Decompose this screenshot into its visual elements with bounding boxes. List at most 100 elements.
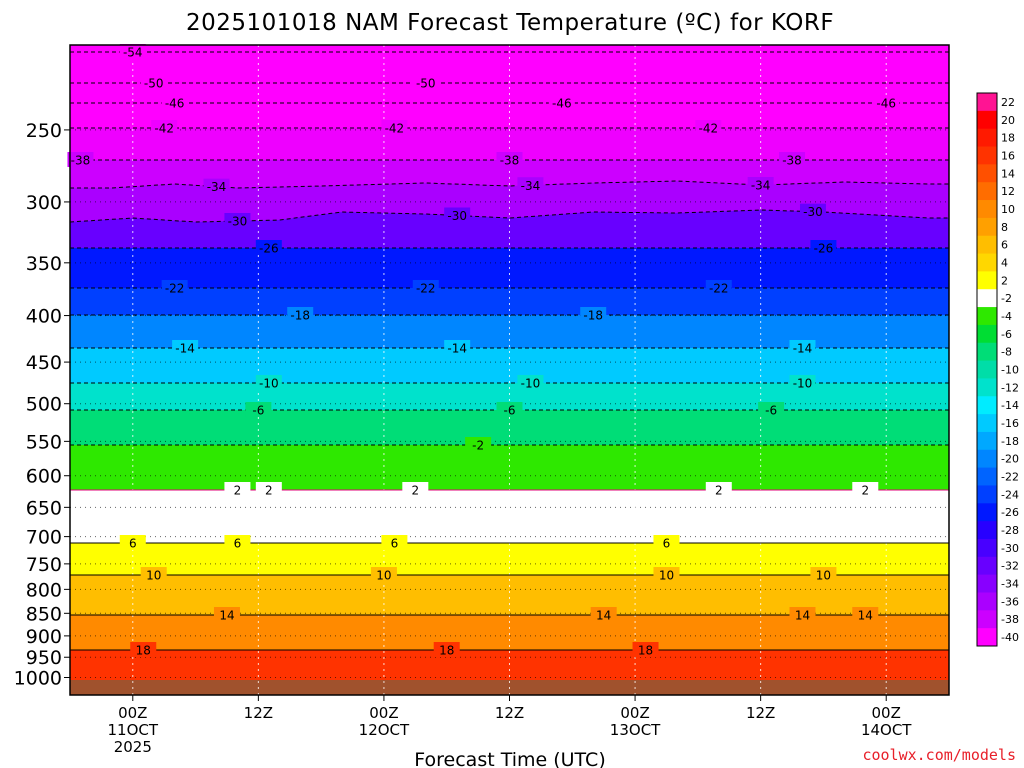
colorbar-label: 6 [1001, 239, 1008, 252]
contour-label: -30 [224, 213, 251, 229]
contour-label-text: 6 [663, 537, 671, 551]
contour-label-text: -6 [504, 404, 516, 418]
colorbar-label: 22 [1001, 96, 1015, 109]
contour-label-text: 18 [638, 644, 653, 658]
colorbar-swatch [977, 485, 997, 504]
y-tick-label: 250 [26, 120, 62, 142]
contour-label: -22 [161, 280, 188, 296]
colorbar-swatch [977, 414, 997, 433]
x-tick-label: 13OCT [610, 721, 661, 739]
x-tick-label: 12OCT [359, 721, 410, 739]
x-tick-label: 00Z [118, 704, 147, 722]
colorbar-swatch [977, 610, 997, 629]
x-tick-label: 11OCT [108, 721, 159, 739]
contour-label: -46 [873, 95, 900, 111]
plot-area: -54-50-46-50-46-42-46-42-38-42-38-38-34-… [67, 44, 950, 696]
contour-label-text: -54 [123, 46, 143, 60]
y-tick-label: 950 [26, 647, 62, 669]
contour-label-text: -34 [521, 179, 541, 193]
colorbar-label: -36 [1001, 595, 1019, 608]
colorbar-swatch [977, 307, 997, 326]
colorbar-swatch [977, 128, 997, 148]
y-tick-label: 350 [26, 253, 62, 275]
contour-label-text: -50 [144, 77, 164, 91]
y-tick-label: 600 [26, 466, 62, 488]
contour-label-text: 14 [219, 609, 234, 623]
contour-label: -18 [287, 307, 314, 323]
contour-label-text: -18 [583, 309, 603, 323]
colorbar-swatch [977, 467, 997, 486]
contour-label: -42 [151, 120, 178, 136]
contour-label: -10 [255, 375, 282, 391]
contour-label-text: -2 [472, 439, 484, 453]
colorbar-label: -40 [1001, 631, 1019, 644]
colorbar-label: -28 [1001, 524, 1019, 537]
colorbar-swatch [977, 503, 997, 522]
contour-label-text: -38 [500, 154, 520, 168]
contour-label-text: 18 [136, 644, 151, 658]
contour-label: -38 [779, 152, 806, 168]
contour-label: -30 [799, 203, 826, 219]
colorbar-frame [976, 92, 998, 647]
colorbar-label: -6 [1001, 328, 1012, 341]
contour-label: -14 [444, 340, 471, 356]
contour-label-text: -14 [175, 342, 195, 356]
y-tick-label: 800 [26, 579, 62, 601]
x-tick-label: 2025 [114, 738, 152, 756]
contour-label-text: 10 [146, 569, 161, 583]
y-tick-label: 450 [26, 352, 62, 374]
y-tick-label: 900 [26, 626, 62, 648]
contour-label: 6 [224, 535, 251, 551]
colorbar-label: 14 [1001, 167, 1015, 180]
colorbar-label: -16 [1001, 417, 1019, 430]
colorbar-swatch [977, 449, 997, 469]
x-tick-label: 00Z [369, 704, 398, 722]
contour-label: 2 [224, 482, 251, 498]
contour-label-text: 2 [234, 484, 242, 498]
y-tick-label: 650 [26, 497, 62, 519]
colorbar-swatch [977, 378, 997, 397]
contour-label-text: -18 [290, 309, 310, 323]
contour-label: 6 [119, 535, 146, 551]
colorbar-label: 10 [1001, 203, 1015, 216]
colorbar-label: -38 [1001, 613, 1019, 626]
contour-label-text: -10 [793, 377, 813, 391]
contour-labels: -54-50-46-50-46-42-46-42-38-42-38-38-34-… [67, 44, 900, 658]
contour-label: -30 [444, 207, 471, 223]
colorbar-label: -2 [1001, 292, 1012, 305]
contour-label: -10 [517, 375, 544, 391]
contour-label-text: 14 [858, 609, 873, 623]
contour-label-text: -46 [876, 97, 896, 111]
contour-label-text: -38 [71, 154, 91, 168]
colorbar-label: -18 [1001, 435, 1019, 448]
contour-label-text: -14 [793, 342, 813, 356]
contour-label: -14 [172, 340, 199, 356]
contour-label-text: 6 [391, 537, 399, 551]
colorbar-swatch [977, 146, 997, 165]
colorbar-label: 8 [1001, 221, 1008, 234]
colorbar-swatch [977, 574, 997, 593]
contour-label-text: 10 [816, 569, 831, 583]
contour-label: -46 [548, 95, 575, 111]
contour-label: 2 [255, 482, 282, 498]
contour-label: -10 [789, 375, 816, 391]
contour-label: -26 [810, 240, 837, 256]
colorbar-swatch [977, 110, 997, 130]
contour-label-text: 2 [412, 484, 420, 498]
contour-label-text: -22 [709, 282, 729, 296]
contour-label-text: 14 [795, 609, 810, 623]
contour-label: 6 [381, 535, 408, 551]
colorbar-label: -4 [1001, 310, 1012, 323]
contour-label-text: -6 [252, 404, 264, 418]
colorbar-label: -26 [1001, 506, 1019, 519]
contour-label: -22 [705, 280, 732, 296]
colorbar-label: -14 [1001, 399, 1019, 412]
colorbar-label: 2 [1001, 274, 1008, 287]
contour-label-text: -22 [416, 282, 436, 296]
x-tick-label: 12Z [746, 704, 775, 722]
contour-label: -54 [119, 44, 146, 60]
contour-label-text: -6 [765, 404, 777, 418]
y-tick-label: 750 [26, 554, 62, 576]
contour-label: -38 [496, 152, 523, 168]
colorbar-label: 4 [1001, 256, 1008, 269]
